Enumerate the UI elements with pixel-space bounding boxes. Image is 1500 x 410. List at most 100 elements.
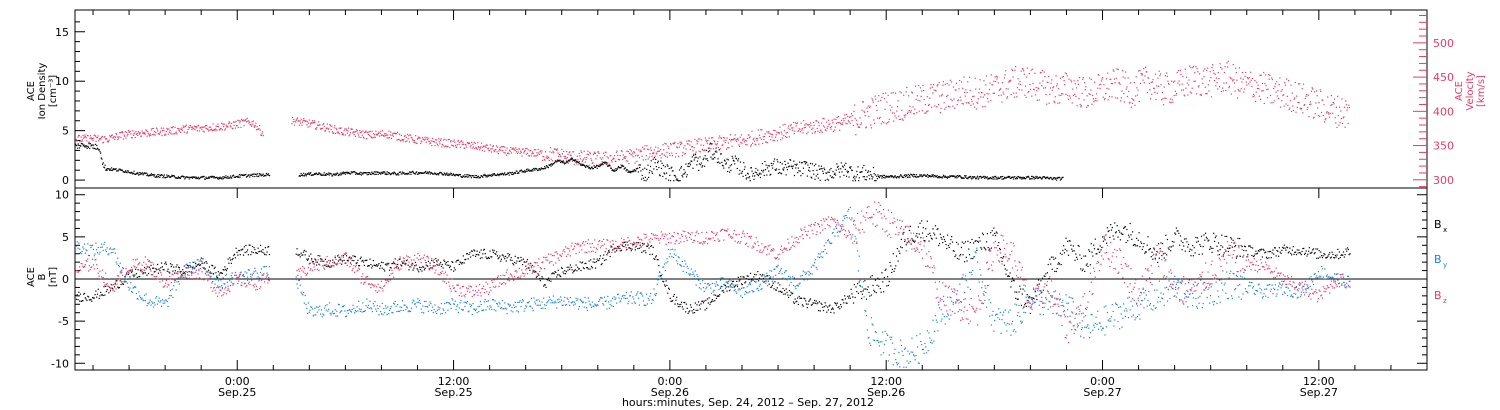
velocity-point (913, 112, 915, 115)
density-point (331, 175, 334, 177)
velocity-point (314, 122, 316, 124)
velocity-point (737, 137, 739, 140)
density-point (685, 163, 687, 165)
velocity-point (310, 122, 312, 124)
velocity-point (1112, 69, 1114, 71)
velocity-point (583, 150, 585, 152)
bx-point (555, 271, 557, 273)
bx-point (868, 291, 870, 294)
bx-point (212, 273, 215, 275)
bx-point (329, 260, 331, 262)
density-point (1032, 175, 1034, 178)
bx-point (120, 283, 122, 286)
bx-point (744, 282, 746, 284)
velocity-point (330, 128, 332, 131)
bx-point (1172, 245, 1174, 247)
density-point (118, 169, 120, 171)
density-point (594, 166, 596, 168)
velocity-point (166, 127, 168, 130)
density-point (136, 173, 138, 175)
density-point (238, 176, 240, 179)
density-point (982, 176, 984, 178)
density-point (531, 168, 533, 171)
velocity-point (88, 142, 90, 144)
velocity-point (241, 120, 243, 122)
density-point (800, 175, 802, 177)
velocity-point (306, 121, 309, 123)
density-point (694, 153, 697, 156)
bx-point (521, 264, 524, 266)
velocity-point (1017, 78, 1019, 80)
density-point (1007, 175, 1009, 178)
density-point (770, 162, 772, 165)
velocity-point (172, 125, 174, 128)
density-point (599, 165, 601, 168)
bx-point (748, 278, 750, 281)
velocity-point (969, 76, 971, 78)
density-point (951, 175, 953, 177)
velocity-point (171, 133, 173, 135)
density-point (821, 167, 823, 170)
bx-point (208, 269, 210, 271)
bx-point (1067, 240, 1069, 242)
density-point (928, 175, 930, 178)
velocity-point (167, 133, 169, 135)
velocity-point (605, 152, 607, 154)
density-point (551, 164, 553, 166)
bx-point (852, 302, 855, 304)
bx-point (353, 259, 355, 262)
velocity-point (345, 128, 347, 130)
velocity-point (365, 138, 368, 140)
density-point (540, 167, 542, 169)
velocity-point (1220, 66, 1222, 69)
velocity-point (397, 131, 399, 133)
density-point (698, 163, 700, 165)
velocity-point (1209, 71, 1211, 73)
density-point (642, 168, 644, 171)
velocity-point (1158, 70, 1160, 72)
bx-point (560, 267, 563, 269)
bx-point (113, 286, 116, 288)
density-point (473, 176, 475, 179)
velocity-point (1001, 82, 1004, 84)
bx-point (1176, 230, 1178, 232)
velocity-point (305, 120, 307, 122)
velocity-point (864, 115, 866, 117)
velocity-point (1210, 96, 1213, 98)
density-point (317, 173, 319, 176)
density-point (678, 180, 680, 182)
bx-point (771, 284, 774, 286)
velocity-point (809, 126, 811, 128)
bx-point (461, 263, 463, 265)
density-point (585, 166, 587, 169)
density-point (112, 169, 114, 171)
density-point (784, 163, 787, 166)
velocity-point (95, 140, 97, 142)
bx-point (726, 290, 728, 292)
density-point (567, 160, 569, 162)
density-point (464, 174, 466, 176)
velocity-point (440, 138, 442, 140)
velocity-point (674, 156, 677, 158)
velocity-point (97, 135, 99, 137)
bx-point (602, 257, 604, 260)
bx-point (705, 299, 707, 301)
density-point (1004, 177, 1006, 179)
velocity-point (449, 146, 451, 149)
bx-point (694, 302, 696, 304)
density-point (509, 172, 512, 174)
velocity-point (1149, 98, 1152, 100)
bx-point (887, 284, 890, 287)
density-point (985, 177, 987, 179)
velocity-point (702, 149, 704, 151)
velocity-point (438, 138, 440, 140)
bx-point (777, 282, 779, 284)
bx-point (529, 269, 531, 271)
velocity-point (1045, 93, 1047, 96)
bx-point (1158, 257, 1160, 259)
velocity-point (804, 126, 807, 129)
velocity-point (984, 105, 986, 108)
density-point (809, 170, 811, 172)
bx-point (512, 262, 514, 265)
density-point (545, 167, 547, 169)
